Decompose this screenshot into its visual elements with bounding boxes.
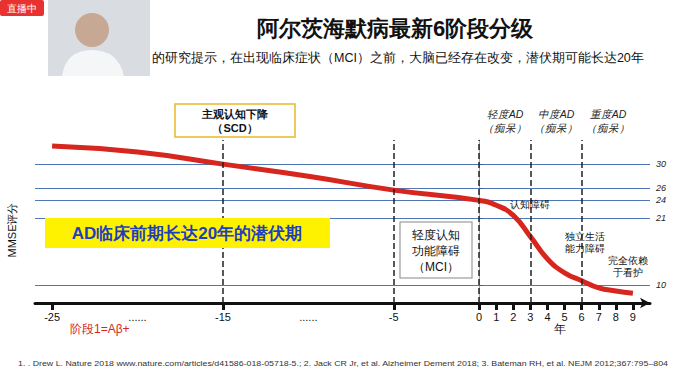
svg-text:......: ...... [299,311,317,323]
svg-text:3: 3 [527,311,533,323]
svg-text:（MCI）: （MCI） [413,260,459,274]
svg-text:轻度AD: 轻度AD [487,108,524,120]
svg-text:26: 26 [655,183,666,193]
svg-text:（痴呆）: （痴呆） [586,122,630,134]
svg-text:6: 6 [579,311,585,323]
svg-text:功能障碍: 功能障碍 [412,244,460,258]
svg-text:阶段1=Aβ+: 阶段1=Aβ+ [70,322,130,336]
svg-text:主观认知下降: 主观认知下降 [201,108,269,121]
svg-text:轻度认知: 轻度认知 [412,228,460,242]
svg-text:AD临床前期长达20年的潜伏期: AD临床前期长达20年的潜伏期 [72,224,302,243]
svg-text:10: 10 [656,280,666,290]
svg-text:24: 24 [655,195,666,205]
svg-text:-15: -15 [215,311,231,323]
svg-text:于看护: 于看护 [613,267,643,278]
svg-text:中度AD: 中度AD [538,108,575,120]
svg-text:的研究提示，在出现临床症状（MCI）之前，大脑已经存在改变，: 的研究提示，在出现临床症状（MCI）之前，大脑已经存在改变，潜伏期可能长达20年 [152,51,644,65]
svg-text:2: 2 [510,311,516,323]
svg-text:4: 4 [544,311,550,323]
svg-text:阿尔茨海默病最新6阶段分级: 阿尔茨海默病最新6阶段分级 [257,16,534,41]
svg-text:认知障碍: 认知障碍 [510,199,550,210]
svg-text:能力障碍: 能力障碍 [565,243,605,254]
svg-text:（SCD）: （SCD） [212,122,257,135]
svg-text:-5: -5 [389,311,399,323]
svg-text:1. . Drew L. Nature 2018 www.n: 1. . Drew L. Nature 2018 www.nature.com/… [18,359,669,368]
svg-text:重度AD: 重度AD [590,108,627,120]
svg-text:-25: -25 [44,311,60,323]
svg-text:完全依赖: 完全依赖 [608,255,648,266]
svg-text:独立生活: 独立生活 [565,231,605,242]
svg-text:（痴呆）: （痴呆） [534,122,578,134]
svg-text:0: 0 [476,311,482,323]
svg-text:7: 7 [596,311,602,323]
svg-text:8: 8 [613,311,619,323]
svg-text:30: 30 [656,159,666,169]
svg-text:......: ...... [128,311,146,323]
svg-text:年: 年 [554,322,566,336]
svg-text:5: 5 [562,311,568,323]
svg-text:MMSE评分: MMSE评分 [6,203,18,258]
svg-text:9: 9 [630,311,636,323]
svg-text:直播中: 直播中 [7,3,37,14]
svg-text:（痴呆）: （痴呆） [483,122,527,134]
svg-text:1: 1 [493,311,499,323]
svg-text:21: 21 [655,213,666,223]
